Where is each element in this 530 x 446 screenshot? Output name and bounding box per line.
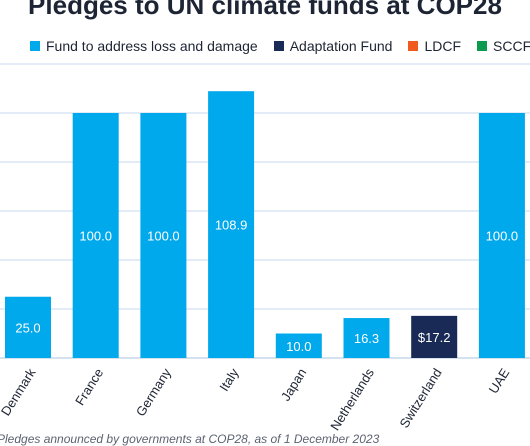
bar — [72, 113, 119, 358]
legend-swatch-ldcf — [408, 41, 419, 51]
x-tick-label: Italy — [216, 365, 242, 394]
x-tick-label: Germany — [133, 365, 174, 419]
data-label: 100.0 — [486, 229, 519, 244]
data-label: $17.2 — [418, 330, 451, 345]
legend-label-sccf: SCCF — [493, 38, 530, 54]
legend-label-ldcf: LDCF — [424, 38, 462, 54]
data-label: 10.0 — [286, 339, 311, 354]
x-tick-label: Denmark — [0, 365, 39, 418]
data-label: 108.9 — [215, 218, 248, 233]
chart-legend: Fund to address loss and damage Adaptati… — [30, 38, 530, 54]
chart-note: Pledges announced by governments at COP2… — [0, 432, 380, 446]
data-label: 16.3 — [354, 331, 379, 346]
data-label: 100.0 — [79, 229, 112, 244]
bar — [140, 113, 187, 358]
legend-swatch-sccf — [477, 41, 488, 51]
data-label: 25.0 — [15, 320, 40, 335]
legend-item-ldcf: LDCF — [408, 38, 461, 54]
x-tick-label: Switzerland — [396, 366, 444, 431]
chart-title: Pledges to UN climate funds at COP28 — [28, 0, 502, 20]
x-tick-label: France — [72, 366, 106, 408]
x-tick-label: UAE — [486, 365, 513, 396]
data-label: 100.0 — [147, 229, 180, 244]
bar — [5, 296, 51, 358]
bar — [208, 91, 255, 358]
legend-item-adaptation-fund: Adaptation Fund — [273, 38, 393, 54]
legend-item-sccf: SCCF — [477, 38, 530, 54]
x-tick-label: Japan — [278, 366, 309, 404]
bar — [343, 318, 390, 358]
legend-swatch-loss-damage — [30, 41, 40, 51]
legend-item-loss-damage: Fund to address loss and damage — [30, 38, 258, 54]
bar — [275, 333, 322, 358]
bar — [478, 113, 525, 358]
bar — [411, 315, 458, 358]
x-tick-label: Netherlands — [327, 365, 377, 433]
legend-label-loss-damage: Fund to address loss and damage — [46, 38, 258, 54]
legend-swatch-adaptation-fund — [273, 41, 284, 51]
legend-label-adaptation-fund: Adaptation Fund — [289, 38, 393, 54]
